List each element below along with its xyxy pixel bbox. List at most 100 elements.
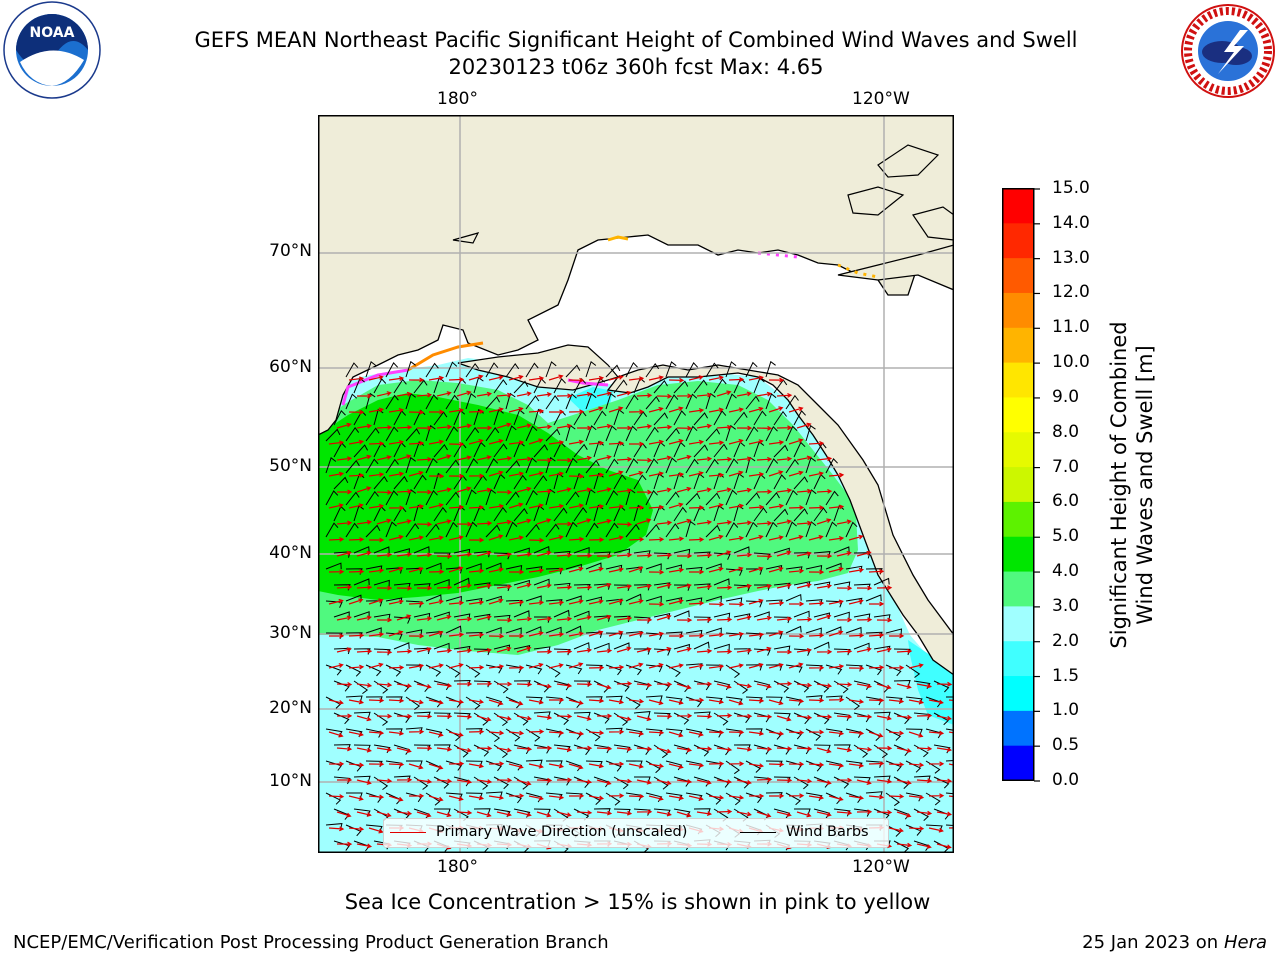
wave-direction-arrow <box>336 713 353 719</box>
wind-barb <box>713 643 730 651</box>
wave-direction-arrow <box>548 763 565 769</box>
wave-direction-arrow <box>528 503 544 509</box>
wind-barb <box>405 629 423 636</box>
wind-barb <box>805 489 817 506</box>
wave-direction-arrow <box>816 456 833 462</box>
wind-barb <box>773 410 787 426</box>
wave-direction-arrow <box>568 793 585 799</box>
colorbar-tick-label: 1.0 <box>1052 700 1080 721</box>
wave-direction-arrow <box>356 550 372 557</box>
colorbar-cell <box>1002 257 1034 293</box>
wave-direction-arrow <box>856 714 873 720</box>
wave-direction-arrow <box>848 665 865 671</box>
wave-direction-arrow <box>568 536 585 542</box>
wind-barb <box>445 595 462 603</box>
wave-direction-arrow <box>508 793 525 799</box>
wind-barb <box>585 425 597 442</box>
lon-label-top-180: 180° <box>437 89 478 109</box>
lon-label-bottom-120w: 120°W <box>852 857 910 877</box>
wave-direction-arrow <box>528 537 545 543</box>
wave-direction-arrow <box>796 520 813 526</box>
wave-direction-arrow <box>828 697 845 703</box>
wave-direction-arrow <box>476 615 492 621</box>
wave-direction-arrow <box>516 486 532 493</box>
wave-direction-arrow <box>736 811 752 817</box>
wind-barb <box>645 664 663 673</box>
wave-direction-arrow <box>436 553 453 559</box>
wave-direction-arrow <box>556 777 573 783</box>
wave-direction-arrow <box>656 681 673 687</box>
wave-direction-arrow <box>796 778 813 784</box>
wave-direction-arrow <box>336 681 353 687</box>
wind-barb <box>885 728 902 741</box>
wind-barb <box>833 712 851 722</box>
wind-barb <box>765 425 778 442</box>
wave-direction-arrow <box>508 374 524 381</box>
wave-direction-arrow <box>788 633 805 639</box>
wind-barb <box>853 613 871 621</box>
wave-direction-arrow <box>568 631 584 637</box>
wave-direction-arrow <box>488 664 505 670</box>
wave-direction-arrow <box>368 375 384 381</box>
wave-direction-arrow <box>376 811 392 818</box>
wave-direction-arrow <box>428 731 444 737</box>
wind-barb <box>345 695 363 702</box>
wave-direction-arrow <box>328 569 345 575</box>
wave-direction-arrow <box>688 600 705 606</box>
wind-barb <box>625 631 643 638</box>
wave-direction-arrow <box>616 681 633 687</box>
wave-direction-arrow <box>808 600 825 606</box>
wind-barb <box>845 521 858 538</box>
wave-direction-arrow <box>796 714 813 720</box>
wind-barb <box>393 548 410 555</box>
wave-direction-arrow <box>616 616 633 621</box>
lat-label-30n: 30°N <box>269 623 312 643</box>
wave-direction-arrow <box>456 747 472 753</box>
wave-direction-arrow <box>588 630 604 637</box>
wave-direction-arrow <box>328 471 345 477</box>
wave-direction-arrow <box>768 503 785 509</box>
wave-direction-arrow <box>428 535 444 541</box>
wave-direction-arrow <box>356 393 373 399</box>
wave-direction-arrow <box>388 407 405 413</box>
wave-direction-arrow <box>808 762 825 768</box>
wave-direction-arrow <box>788 406 804 413</box>
colorbar-cell <box>1002 501 1034 537</box>
wave-direction-arrow <box>748 439 764 445</box>
wave-direction-arrow <box>628 376 645 382</box>
wave-direction-arrow <box>568 763 584 770</box>
wave-direction-arrow <box>468 665 485 670</box>
wind-barb <box>745 792 763 804</box>
wave-direction-arrow <box>656 779 672 786</box>
wave-direction-arrow <box>928 761 945 767</box>
wind-barb <box>613 408 625 426</box>
wave-direction-arrow <box>588 375 605 381</box>
wind-barb <box>425 394 439 410</box>
wave-direction-arrow <box>448 632 465 638</box>
wave-direction-arrow <box>776 392 793 398</box>
wave-direction-arrow <box>468 473 485 479</box>
wind-barb <box>945 824 954 827</box>
wave-direction-arrow <box>428 473 445 479</box>
wave-direction-arrow <box>528 795 544 801</box>
wave-direction-arrow <box>348 731 364 737</box>
wave-direction-arrow <box>528 729 545 735</box>
wave-direction-arrow <box>616 521 633 527</box>
wave-direction-arrow <box>728 438 744 445</box>
wind-barb <box>865 594 882 602</box>
wind-barb <box>513 547 530 555</box>
wave-direction-arrow <box>816 583 833 589</box>
wave-direction-arrow <box>416 745 433 751</box>
wave-direction-arrow <box>408 566 424 573</box>
wave-direction-arrow <box>508 730 525 736</box>
wave-direction-arrow <box>716 809 733 815</box>
wave-direction-arrow <box>536 550 552 557</box>
wave-direction-arrow <box>368 761 385 767</box>
wind-barb <box>525 664 543 675</box>
wave-direction-arrow <box>476 455 492 461</box>
wave-direction-arrow <box>516 811 532 817</box>
wave-direction-arrow <box>568 599 584 605</box>
wind-barb <box>613 379 628 394</box>
wind-barb <box>733 504 744 522</box>
wave-direction-arrow <box>476 647 493 653</box>
